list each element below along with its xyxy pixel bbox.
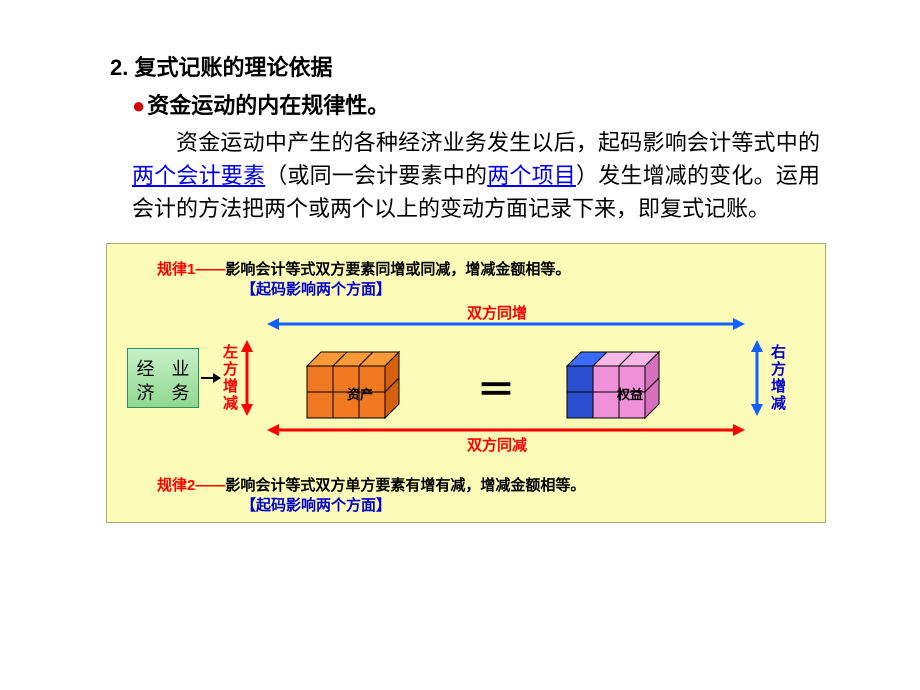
subheading-text: 资金运动的内在规律性。 xyxy=(147,93,389,118)
rule-1-label: 规律1 xyxy=(157,261,195,278)
section-heading: 2. 复式记账的理论依据 xyxy=(110,50,820,82)
bullet-icon: ● xyxy=(132,93,145,118)
top-arrow-label: 双方同增 xyxy=(467,302,527,323)
cube-right-label: 权益 xyxy=(617,384,643,403)
body-paragraph: 资金运动中产生的各种经济业务发生以后，起码影响会计等式中的两个会计要素（或同一会… xyxy=(132,126,820,225)
rule-1-dash: —— xyxy=(195,261,225,278)
rule-2-note: 【起码影响两个方面】 xyxy=(241,494,391,515)
rule-1-line: 规律1——影响会计等式双方要素同增或同减，增减金额相等。 xyxy=(157,258,570,279)
bottom-arrow-label: 双方同减 xyxy=(467,434,527,455)
p-text-2: （或同一会计要素中的 xyxy=(265,163,487,188)
rule-2-dash: —— xyxy=(195,477,225,494)
equals-sign: ＝ xyxy=(477,359,515,414)
cube-left-label: 资产 xyxy=(347,384,373,403)
section-subheading: ●资金运动的内在规律性。 xyxy=(132,88,820,120)
link-two-items[interactable]: 两个项目 xyxy=(487,163,576,188)
rule-2-text: 影响会计等式双方单方要素有增有减，增减金额相等。 xyxy=(225,477,585,494)
rule-1-note: 【起码影响两个方面】 xyxy=(241,278,391,299)
rule-1-text: 影响会计等式双方要素同增或同减，增减金额相等。 xyxy=(225,261,570,278)
rule-2-line: 规律2——影响会计等式双方单方要素有增有减，增减金额相等。 xyxy=(157,474,585,495)
rule-2-label: 规律2 xyxy=(157,477,195,494)
p-text-1: 资金运动中产生的各种经济业务发生以后，起码影响会计等式中的 xyxy=(176,130,820,155)
right-side-label: 右方增减 xyxy=(767,344,788,412)
left-side-label: 左方增减 xyxy=(219,344,240,412)
economy-box: 经济业务 xyxy=(127,348,199,408)
link-accounting-elements[interactable]: 两个会计要素 xyxy=(132,163,265,188)
rules-diagram: 规律1——影响会计等式双方要素同增或同减，增减金额相等。 【起码影响两个方面】 … xyxy=(106,243,826,523)
